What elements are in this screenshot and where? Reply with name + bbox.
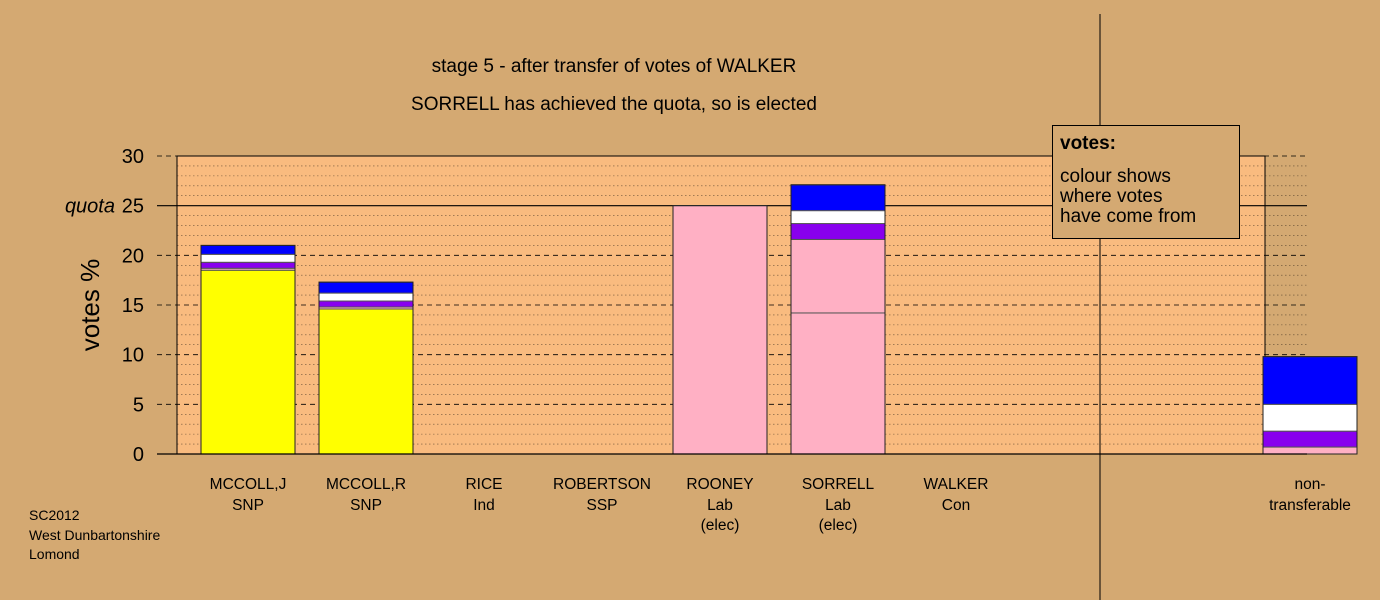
bar-segment — [200, 269, 296, 455]
category-party-label: Ind — [473, 497, 495, 514]
category-label: ROONEY — [686, 476, 753, 493]
bar-outline — [1262, 356, 1358, 455]
y-tick-label: 0 — [133, 444, 144, 466]
bar-segment — [790, 184, 886, 212]
footer-line: SC2012 — [29, 507, 80, 523]
footer-line: Lomond — [29, 546, 80, 562]
category-party-label: SNP — [350, 497, 382, 514]
bar-segment — [790, 223, 886, 240]
legend-box: votes: colour shows where votes have com… — [1052, 125, 1240, 239]
y-tick-label: 5 — [133, 394, 144, 416]
bar-segment — [672, 205, 768, 455]
category-status-label: (elec) — [819, 517, 858, 534]
chart-title: stage 5 - after transfer of votes of WAL… — [432, 56, 797, 77]
category-label: RICE — [465, 476, 502, 493]
legend-title: votes: — [1060, 133, 1116, 154]
category-party-label: Lab — [707, 497, 733, 514]
chart-subtitle: SORRELL has achieved the quota, so is el… — [411, 94, 817, 115]
category-party-label: Lab — [825, 497, 851, 514]
category-party-label: Con — [942, 497, 970, 514]
bar-segment — [790, 238, 886, 314]
category-label: ROBERTSON — [553, 476, 651, 493]
footer-line: West Dunbartonshire — [29, 526, 161, 543]
y-tick-label: 25 — [122, 196, 144, 218]
bar-segment — [1262, 403, 1358, 432]
bar-segment — [790, 210, 886, 225]
y-tick-label: 15 — [122, 295, 144, 317]
bar-segment — [318, 281, 414, 294]
y-axis-label: votes % — [75, 259, 105, 352]
y-tick-label: 30 — [122, 146, 144, 168]
bar-segment — [200, 253, 296, 263]
bar-segment — [200, 244, 296, 255]
bar-segment — [318, 308, 414, 455]
category-label: non- — [1294, 476, 1325, 493]
category-party-label: SNP — [232, 497, 264, 514]
category-label: WALKER — [924, 476, 989, 493]
bar-segment — [790, 312, 886, 455]
category-status-label: (elec) — [701, 517, 740, 534]
category-party-label: transferable — [1269, 497, 1351, 514]
y-tick-label: 10 — [122, 345, 144, 367]
category-label: MCCOLL,R — [326, 476, 406, 493]
y-tick-label: 20 — [122, 245, 144, 267]
bar-segment — [318, 292, 414, 302]
bar-segment — [1262, 430, 1358, 448]
legend-line: where votes — [1060, 186, 1163, 207]
bar-segment — [1262, 356, 1358, 405]
legend-line: have come from — [1060, 206, 1197, 227]
legend-line: colour shows — [1060, 166, 1171, 187]
quota-label: quota — [65, 196, 115, 218]
bars-group — [200, 184, 1358, 455]
category-party-label: SSP — [586, 497, 617, 514]
category-label: SORRELL — [802, 476, 875, 493]
source-footer: SC2012 West Dunbartonshire Lomond — [29, 506, 160, 565]
bar-segment — [318, 300, 414, 308]
bar-segment — [1262, 446, 1358, 455]
bar-segment — [200, 261, 296, 269]
category-label: MCCOLL,J — [210, 476, 287, 493]
